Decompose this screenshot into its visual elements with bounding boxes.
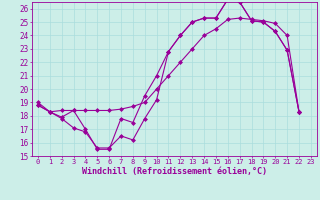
X-axis label: Windchill (Refroidissement éolien,°C): Windchill (Refroidissement éolien,°C): [82, 167, 267, 176]
